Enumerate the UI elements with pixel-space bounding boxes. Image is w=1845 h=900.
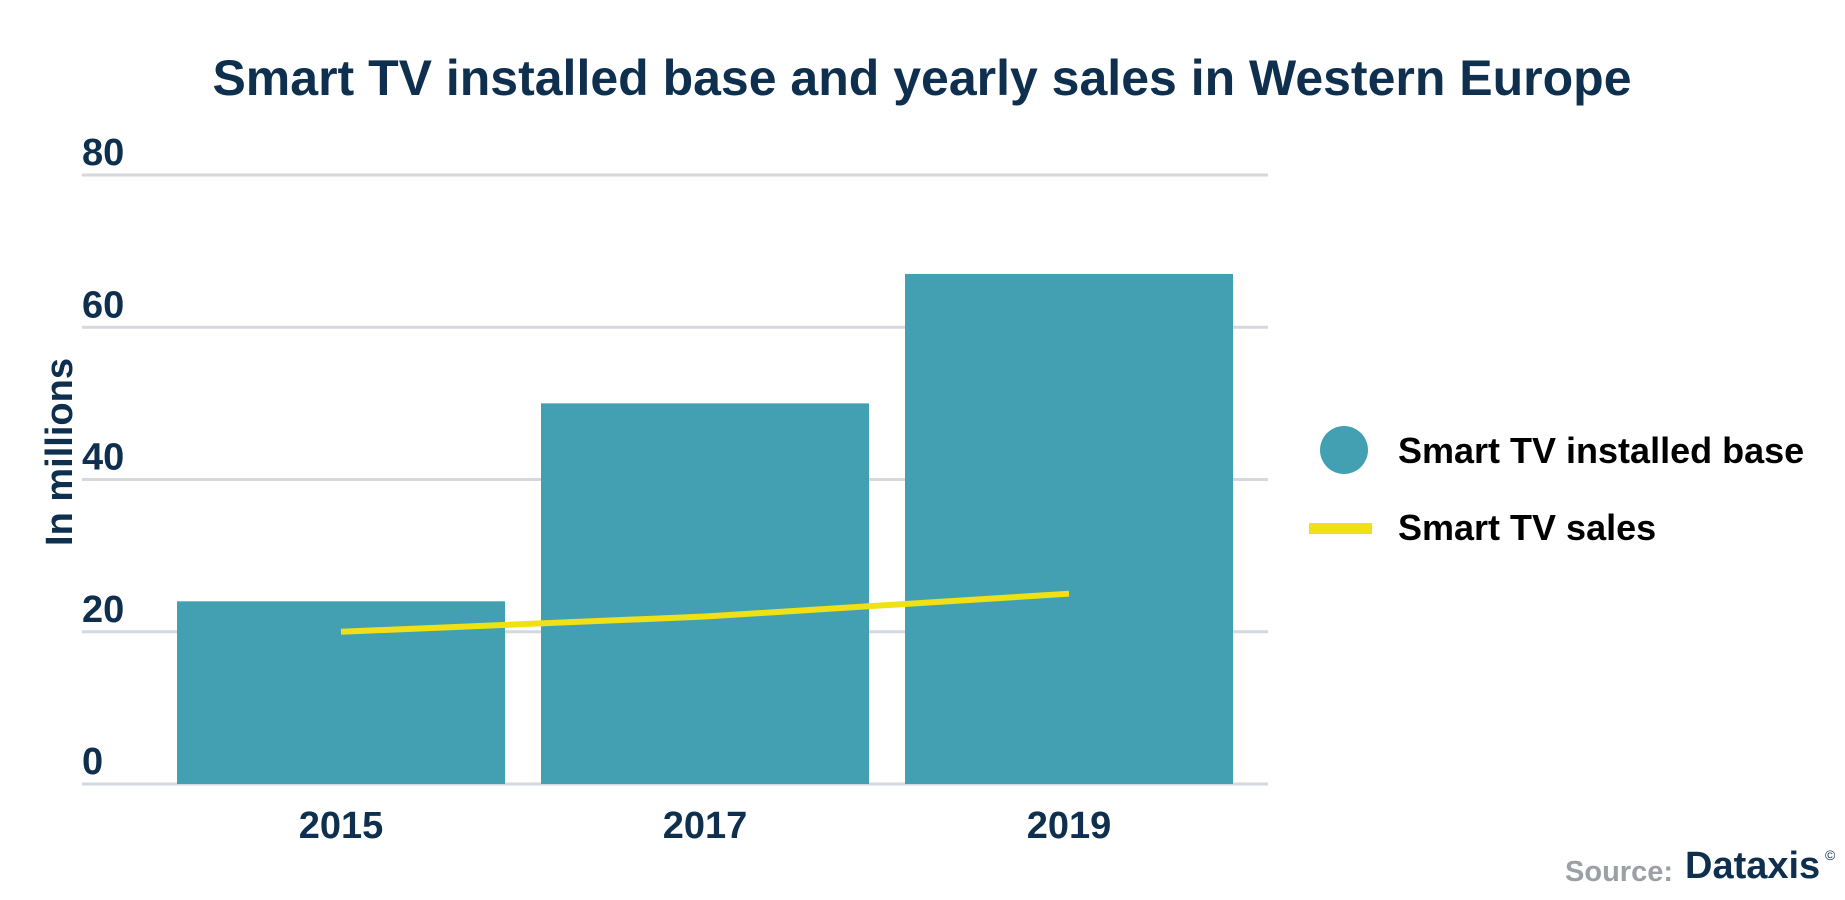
source-brand: Dataxis xyxy=(1685,845,1820,887)
bar-series xyxy=(177,273,1233,784)
legend-swatch-installed-base xyxy=(1320,426,1368,474)
source-copyright-mark: © xyxy=(1825,847,1836,863)
bar-2017 xyxy=(541,403,869,784)
legend-label-installed-base: Smart TV installed base xyxy=(1398,430,1804,471)
bar-2019 xyxy=(905,273,1233,784)
x-tick-label: 2015 xyxy=(299,805,384,847)
x-axis-ticks: 2015 2017 2019 xyxy=(299,805,1112,847)
legend-swatch-sales xyxy=(1309,523,1372,534)
y-tick-label: 40 xyxy=(82,437,124,479)
y-axis-label: In millions xyxy=(39,358,81,546)
y-tick-label: 20 xyxy=(82,589,124,631)
line-series xyxy=(340,590,1070,635)
x-tick-label: 2017 xyxy=(663,805,748,847)
y-axis-ticks: 0 20 40 60 80 xyxy=(82,132,124,783)
legend: Smart TV installed base Smart TV sales xyxy=(1309,426,1804,548)
chart-title: Smart TV installed base and yearly sales… xyxy=(212,50,1631,106)
y-tick-label: 0 xyxy=(82,741,103,783)
y-tick-label: 80 xyxy=(82,132,124,174)
source-label: Source: xyxy=(1565,856,1673,888)
legend-label-sales: Smart TV sales xyxy=(1398,507,1656,548)
y-tick-label: 60 xyxy=(82,284,124,326)
source-credit: Source: Dataxis © xyxy=(1565,845,1836,888)
x-tick-label: 2019 xyxy=(1027,805,1112,847)
